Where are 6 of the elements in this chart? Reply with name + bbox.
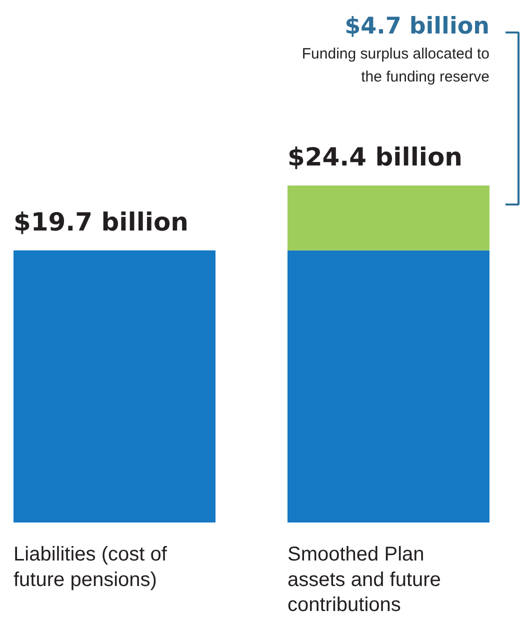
data-label: $19.7 billion xyxy=(14,207,188,236)
total-label: $24.4 billion xyxy=(288,142,462,172)
x-tick-label: Smoothed Plan assets and future contributions xyxy=(288,544,441,616)
text: $4.7 billion xyxy=(344,14,490,40)
x-tick-label: Liabilities (cost of future pensions) xyxy=(14,544,168,591)
text: Funding surplus allocated to the funding reserve xyxy=(302,46,490,86)
